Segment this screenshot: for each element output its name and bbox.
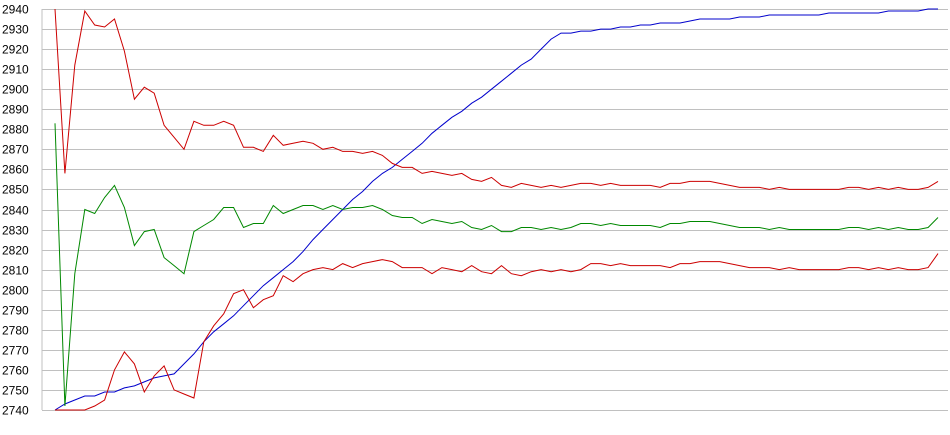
y-tick-label: 2840 — [2, 204, 29, 218]
series-line-2 — [54, 8, 939, 190]
y-tick-label: 2880 — [2, 123, 29, 137]
grid — [41, 9, 948, 411]
y-tick-label: 2750 — [2, 384, 29, 398]
y-tick-label: 2780 — [2, 324, 29, 338]
y-tick-label: 2920 — [2, 43, 29, 57]
y-tick-label: 2830 — [2, 224, 29, 238]
series-line-3 — [54, 123, 939, 407]
y-tick-label: 2900 — [2, 83, 29, 97]
y-tick-label: 2760 — [2, 364, 29, 378]
y-tick-label: 2850 — [2, 183, 29, 197]
series-line-4 — [55, 253, 939, 411]
series-line-1 — [54, 8, 938, 411]
y-tick-label: 2810 — [2, 264, 29, 278]
y-tick-label: 2940 — [2, 3, 29, 17]
y-tick-label: 2800 — [2, 284, 29, 298]
y-tick-label: 2820 — [2, 244, 29, 258]
y-tick-label: 2930 — [2, 23, 29, 37]
y-tick-label: 2910 — [2, 63, 29, 77]
y-tick-label: 2870 — [2, 143, 29, 157]
y-tick-label: 2860 — [2, 163, 29, 177]
y-axis: 2740 2750 2760 2770 2780 2790 2800 2810 2820 2830… — [2, 3, 29, 418]
y-tick-label: 2740 — [2, 404, 29, 418]
y-tick-label: 2770 — [2, 344, 29, 358]
y-tick-label: 2790 — [2, 304, 29, 318]
y-tick-label: 2890 — [2, 103, 29, 117]
series-lines — [54, 8, 939, 411]
